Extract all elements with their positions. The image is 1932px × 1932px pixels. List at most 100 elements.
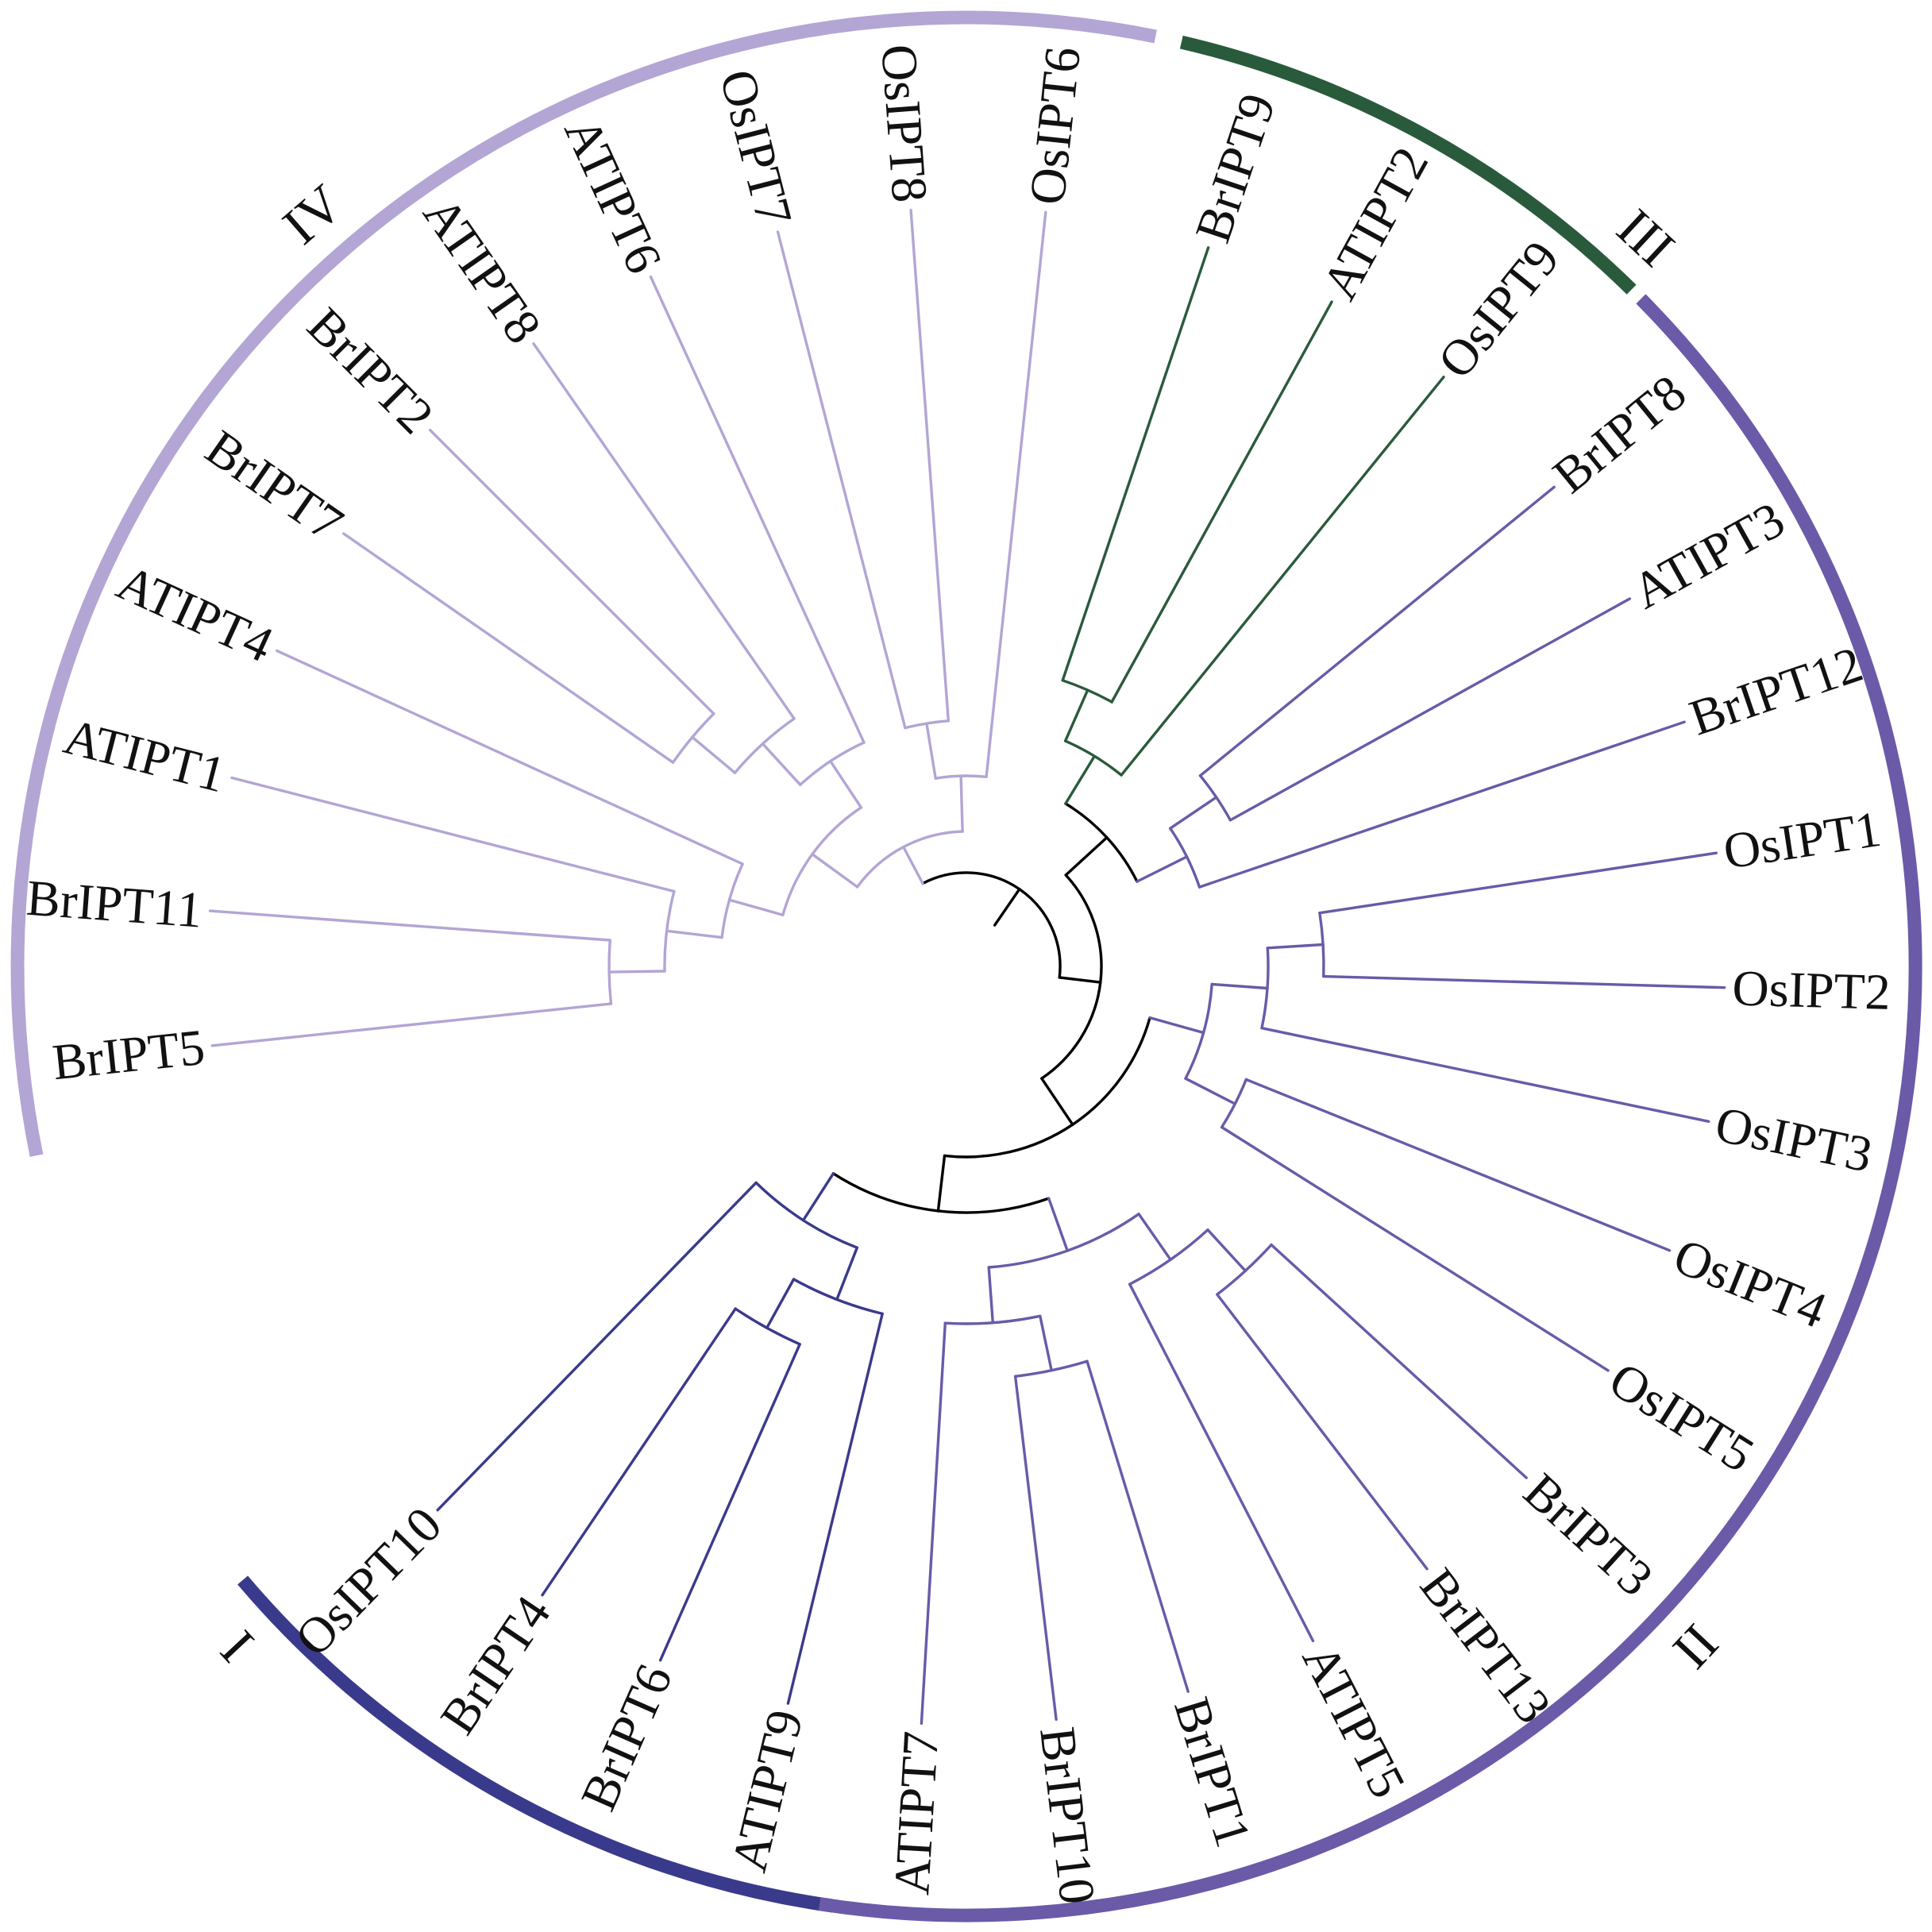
leaf-label-osipt3: OsIPT3 — [1710, 1096, 1876, 1183]
branch-arc-51 — [943, 1016, 1151, 1159]
branch-arc-86 — [792, 1278, 884, 1316]
branch-radial-12 — [208, 909, 611, 942]
branch-radial-15 — [829, 759, 863, 809]
branch-radial-3 — [811, 853, 859, 889]
branch-radial-52 — [1148, 1016, 1205, 1035]
branch-radial-54 — [1210, 982, 1269, 990]
branch-arc-37 — [1063, 739, 1123, 777]
branch-radial-34 — [1064, 836, 1109, 877]
leaf-label-bript3: BrIPT3 — [1514, 1462, 1664, 1606]
branch-arc-79 — [1013, 1359, 1089, 1378]
branch-radial-30 — [909, 208, 950, 723]
leaf-label-bript5: BrIPT5 — [50, 1019, 207, 1091]
branch-radial-42 — [1120, 376, 1445, 777]
branch-radial-9 — [607, 970, 666, 974]
branch-arc-35 — [1064, 802, 1139, 883]
leaf-label-atipt9: ATIPT9 — [720, 1705, 813, 1877]
branch-radial-48 — [1228, 597, 1631, 822]
branch-radial-76 — [987, 1266, 994, 1325]
branch-radial-29 — [776, 230, 907, 730]
branch-radial-5 — [727, 898, 785, 916]
leaf-label-bript11: BrIPT11 — [25, 870, 204, 939]
branch-arc-39 — [1061, 679, 1113, 704]
branch-radial-82 — [920, 1321, 947, 1725]
branch-arc-72 — [1216, 1243, 1273, 1296]
branch-arc-18 — [733, 717, 796, 774]
branch-radial-19 — [691, 735, 737, 774]
branch-radial-81 — [1013, 1375, 1058, 1721]
clade-arc-ii — [1179, 35, 1637, 295]
branch-radial-25 — [959, 774, 964, 833]
branch-radial-11 — [210, 1002, 613, 1047]
leaf-label-atipt6: ATIPT6 — [553, 109, 673, 281]
leaf-label-osipt5: OsIPT5 — [1600, 1351, 1764, 1483]
leaf-label-bript6: BrIPT6 — [570, 1656, 683, 1818]
branch-arc-77 — [943, 1314, 1042, 1325]
branch-radial-13 — [230, 776, 676, 893]
branch-radial-85 — [835, 1246, 858, 1301]
branch-arc-0 — [921, 871, 1062, 979]
branch-radial-47 — [1198, 485, 1556, 777]
branch-radial-56 — [1266, 943, 1325, 950]
leaf-label-bript4: BrIPT4 — [430, 1586, 561, 1744]
tree-branches — [208, 208, 1726, 1725]
leaf-label-bript7: BrIPT7 — [196, 419, 353, 553]
branch-radial-17 — [761, 742, 802, 786]
branch-radial-91 — [786, 1312, 884, 1705]
leaf-label-bript13: BrIPT13 — [1409, 1558, 1562, 1733]
branch-arc-88 — [734, 1307, 801, 1346]
leaf-label-osipt1: OsIPT1 — [1720, 800, 1885, 880]
clade-arcs — [10, 10, 1922, 1922]
branch-radial-74 — [1216, 1293, 1429, 1571]
branch-radial-58 — [1318, 851, 1718, 915]
branch-radial-32 — [1058, 976, 1102, 984]
branch-arc-33 — [1040, 873, 1103, 1080]
group-label-iii: III — [1606, 197, 1687, 278]
branch-radial-75 — [1128, 1282, 1315, 1643]
leaf-label-bript10: BrIPT10 — [1029, 1724, 1106, 1907]
branch-radial-43 — [1136, 855, 1189, 883]
branch-radial-21 — [342, 532, 675, 764]
branch-radial-7 — [665, 929, 723, 939]
group-label-i: I — [210, 1619, 266, 1673]
leaf-label-atipt4: ATIPT4 — [109, 553, 281, 673]
branch-arc-84 — [754, 1181, 858, 1249]
branch-radial-83 — [801, 1172, 835, 1222]
branch-radial-40 — [1061, 246, 1210, 682]
branch-arc-62 — [1220, 1078, 1248, 1129]
leaf-label-osipt7: OsIPT7 — [709, 64, 803, 232]
branch-arc-16 — [799, 741, 866, 786]
branch-radial-61 — [1184, 1077, 1236, 1105]
branch-radial-80 — [1086, 1359, 1190, 1693]
leaf-label-bript12: BrIPT12 — [1683, 635, 1869, 746]
branch-arc-55 — [1260, 947, 1270, 1030]
branch-arc-53 — [1184, 982, 1213, 1080]
branch-radial-78 — [1039, 1314, 1053, 1372]
branch-radial-1 — [902, 845, 924, 885]
leaf-label-osipt9: OsIPT9 — [1427, 230, 1570, 388]
branch-arc-26 — [934, 774, 988, 780]
branch-arc-8 — [663, 889, 676, 973]
branch-radial-49 — [1197, 720, 1686, 889]
clade-arc-iii — [818, 294, 1922, 1922]
branch-radial-36 — [1064, 754, 1096, 805]
leaf-label-atipt2: ATIPT2 — [1311, 138, 1440, 309]
branch-radial-14 — [276, 649, 744, 866]
branch-arc-66 — [831, 1172, 1051, 1214]
branch-radial-23 — [532, 342, 796, 720]
leaf-label-bript2: BrIPT2 — [297, 297, 445, 445]
clade-arc-iv — [237, 1575, 834, 1913]
leaf-label-atipt8: ATIPT8 — [412, 187, 552, 353]
branch-radial-31 — [985, 210, 1047, 778]
leaf-label-atipt5: ATIPT5 — [1292, 1635, 1417, 1807]
branch-radial-89 — [541, 1307, 737, 1597]
group-label-ii: II — [1661, 1612, 1730, 1679]
branch-radial-45 — [1169, 796, 1218, 830]
branch-arc-10 — [607, 939, 613, 1005]
branch-radial-64 — [1220, 1125, 1610, 1372]
branch-radial-67 — [1047, 1197, 1069, 1252]
branch-radial-69 — [1137, 1213, 1172, 1261]
branch-radial-60 — [1260, 1027, 1710, 1123]
leaf-label-bript8: BrIPT8 — [1542, 364, 1696, 503]
branch-arc-6 — [720, 862, 744, 939]
